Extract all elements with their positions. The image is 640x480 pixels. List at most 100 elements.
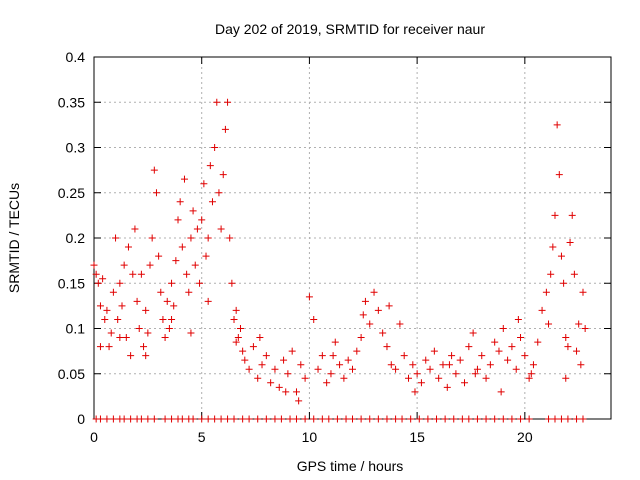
data-point (379, 329, 387, 337)
data-point (232, 338, 240, 346)
data-point (568, 211, 576, 219)
data-point (452, 370, 460, 378)
data-point (478, 352, 486, 360)
data-point (361, 297, 369, 305)
data-point (570, 270, 578, 278)
x-tick-label: 20 (517, 429, 533, 445)
data-point (116, 334, 124, 342)
data-point (155, 252, 163, 260)
data-point (239, 347, 247, 355)
y-tick-label: 0.4 (66, 49, 86, 65)
data-point (323, 379, 331, 387)
zero-point (545, 415, 553, 423)
data-point (140, 343, 148, 351)
data-point (120, 261, 128, 269)
data-point (193, 225, 201, 233)
zero-point (161, 415, 169, 423)
chart-title: Day 202 of 2019, SRMTID for receiver nau… (215, 21, 485, 37)
zero-point (239, 415, 247, 423)
data-point (542, 288, 550, 296)
data-point (564, 343, 572, 351)
y-tick-label: 0.3 (66, 140, 86, 156)
data-point (226, 234, 234, 242)
data-point (284, 370, 292, 378)
data-point (525, 374, 533, 382)
data-point (331, 338, 339, 346)
x-tick-label: 0 (90, 429, 98, 445)
zero-point (137, 415, 145, 423)
data-point (517, 334, 525, 342)
data-point (204, 234, 212, 242)
data-point (385, 302, 393, 310)
data-point (318, 352, 326, 360)
data-point (174, 216, 182, 224)
data-point (256, 334, 264, 342)
y-tick-label: 0.2 (66, 230, 86, 246)
data-points (90, 98, 589, 405)
zero-point (473, 415, 481, 423)
zero-point (398, 415, 406, 423)
data-point (137, 270, 145, 278)
data-point (185, 288, 193, 296)
data-point (187, 234, 195, 242)
data-point (135, 325, 143, 332)
data-point (245, 365, 253, 373)
data-point (562, 334, 570, 342)
data-point (340, 374, 348, 382)
zero-marks (92, 415, 587, 423)
data-point (383, 343, 391, 351)
data-point (112, 234, 120, 242)
zero-point (383, 415, 391, 423)
zero-point (277, 415, 285, 423)
data-point (521, 352, 529, 360)
zero-point (349, 415, 356, 423)
data-point (387, 361, 395, 369)
y-tick-label: 0.25 (58, 185, 85, 201)
data-point (103, 306, 111, 314)
data-point (417, 379, 425, 387)
data-point (366, 320, 374, 328)
zero-point (482, 415, 490, 423)
data-point (508, 343, 516, 351)
data-point (105, 343, 113, 351)
zero-point (271, 415, 279, 423)
zero-point (342, 415, 350, 423)
data-point (405, 374, 413, 382)
zero-point (96, 415, 104, 423)
data-point (551, 211, 559, 219)
data-point (336, 361, 344, 369)
data-point (144, 329, 152, 337)
zero-point (517, 415, 525, 423)
data-point (219, 171, 227, 179)
data-point (422, 356, 430, 364)
data-point (178, 243, 186, 251)
zero-point (564, 415, 572, 423)
x-tick-label: 5 (198, 429, 206, 445)
data-point (282, 388, 290, 396)
zero-point (230, 415, 238, 423)
data-point (409, 361, 417, 369)
zero-point (579, 415, 587, 423)
data-point (267, 379, 275, 387)
data-point (547, 270, 555, 278)
data-point (473, 365, 481, 373)
zero-point (374, 415, 382, 423)
data-point (221, 125, 229, 133)
data-point (579, 288, 587, 296)
data-point (262, 352, 270, 360)
zero-point (458, 415, 466, 423)
data-point (310, 315, 318, 323)
data-point (213, 98, 221, 106)
zero-point (262, 415, 270, 423)
data-point (504, 356, 512, 364)
zero-point (433, 415, 441, 423)
zero-point (211, 415, 219, 423)
data-point (329, 352, 337, 360)
zero-point (189, 415, 197, 423)
data-point (232, 306, 240, 314)
data-point (445, 361, 453, 369)
data-point (200, 180, 208, 188)
zero-point (508, 415, 516, 423)
data-point (344, 356, 352, 364)
